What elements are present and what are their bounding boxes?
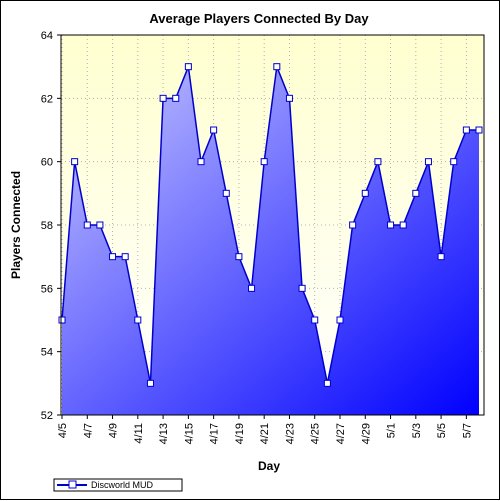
series-line [61,63,479,384]
data-point [109,253,117,261]
data-point [260,158,268,166]
y-tick-label: 52 [41,410,53,422]
data-point [222,189,230,197]
data-point [184,63,192,71]
data-point [235,253,243,261]
data-point [58,316,66,324]
legend: Discworld MUD [53,478,183,492]
data-point [412,189,420,197]
data-point [134,316,142,324]
data-point [210,126,218,134]
x-tick-label: 5/5 [436,423,448,438]
x-tick-label: 4/11 [133,423,145,444]
legend-label: Discworld MUD [91,480,154,490]
data-point [121,253,129,261]
y-axis-title: Players Connected [9,171,23,279]
legend-box [53,478,183,492]
data-point [336,316,344,324]
x-axis-title: Day [258,459,280,473]
x-tick-label: 4/15 [183,423,195,444]
data-point [83,221,91,229]
data-point [424,158,432,166]
data-point [323,379,331,387]
data-point [248,284,256,292]
data-point [437,253,445,261]
data-point [462,126,470,134]
data-point [399,221,407,229]
data-point [159,94,167,102]
x-tick-label: 4/5 [57,423,69,438]
y-tick-label: 58 [41,220,53,232]
x-tick-label: 4/17 [209,423,221,444]
x-tick-label: 4/25 [310,423,322,444]
data-point [361,189,369,197]
x-tick-label: 5/7 [461,423,473,438]
data-point [298,284,306,292]
y-axis-ticks: 52 54 56 58 60 62 64 [41,30,61,422]
x-tick-label: 4/21 [259,423,271,444]
data-point [172,94,180,102]
x-tick-label: 4/27 [335,423,347,444]
series-area-fill [62,66,479,416]
data-point [96,221,104,229]
y-tick-label: 62 [41,93,53,105]
y-tick-label: 64 [41,30,53,42]
data-point [475,126,483,134]
x-tick-label: 5/1 [386,423,398,438]
y-tick-label: 54 [41,347,53,359]
data-point [387,221,395,229]
x-tick-label: 4/19 [234,423,246,444]
series-markers [58,63,483,387]
y-tick-label: 60 [41,157,53,169]
data-point [197,158,205,166]
x-tick-label: 4/29 [360,423,372,444]
data-point [374,158,382,166]
y-tick-label: 56 [41,283,53,295]
x-tick-label: 4/13 [158,423,170,444]
chart-title: Average Players Connected By Day [149,11,369,26]
data-point [71,158,79,166]
legend-marker [68,480,77,489]
data-point [311,316,319,324]
x-axis-ticks: 4/5 4/7 4/9 4/11 4/13 4/15 4/17 4/19 4/21 4/23 4/2… [57,415,473,444]
data-point [349,221,357,229]
x-tick-label: 4/7 [82,423,94,438]
x-tick-label: 5/3 [411,423,423,438]
data-point [146,379,154,387]
data-point [450,158,458,166]
data-point [285,94,293,102]
x-tick-label: 4/9 [108,423,120,438]
x-tick-label: 4/23 [284,423,296,444]
data-point [273,63,281,71]
